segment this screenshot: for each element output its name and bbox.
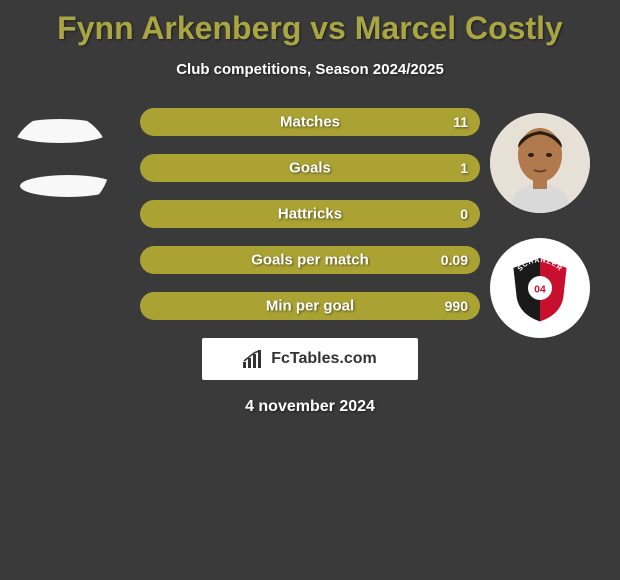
comparison-content: 04 SCHANZER Matches11 Goals1 Hattricks0 Goa… <box>0 108 620 416</box>
avatar-placeholder-shape <box>10 119 110 143</box>
player-left-avatar <box>10 113 110 213</box>
stat-label: Goals per match <box>140 252 480 269</box>
stat-label: Min per goal <box>140 298 480 315</box>
stat-bar: Goals per match0.09 <box>140 246 480 274</box>
subtitle: Club competitions, Season 2024/2025 <box>0 61 620 78</box>
stat-bars: Matches11 Goals1 Hattricks0 Goals per match… <box>140 108 480 320</box>
brand-text: FcTables.com <box>271 350 377 368</box>
stat-bar: Goals1 <box>140 154 480 182</box>
stat-label: Goals <box>140 160 480 177</box>
avatar-placeholder-shape <box>20 175 110 197</box>
stat-value-right: 0.09 <box>441 252 468 268</box>
stat-label: Matches <box>140 114 480 131</box>
player-face-icon <box>490 113 590 213</box>
stat-bar: Min per goal990 <box>140 292 480 320</box>
svg-text:04: 04 <box>534 284 546 295</box>
stat-bar: Matches11 <box>140 108 480 136</box>
stat-value-right: 11 <box>453 114 468 130</box>
stat-value-right: 1 <box>460 160 468 176</box>
date-text: 4 november 2024 <box>0 398 620 416</box>
chart-icon <box>243 350 265 368</box>
stat-bar: Hattricks0 <box>140 200 480 228</box>
stat-value-right: 990 <box>445 298 468 314</box>
club-right-badge: 04 SCHANZER <box>490 238 590 338</box>
club-shield-icon: 04 SCHANZER <box>497 245 583 331</box>
stat-label: Hattricks <box>140 206 480 223</box>
player-right-avatar <box>490 113 590 213</box>
page-title: Fynn Arkenberg vs Marcel Costly <box>0 0 620 47</box>
stat-value-right: 0 <box>460 206 468 222</box>
brand-box: FcTables.com <box>202 338 418 380</box>
